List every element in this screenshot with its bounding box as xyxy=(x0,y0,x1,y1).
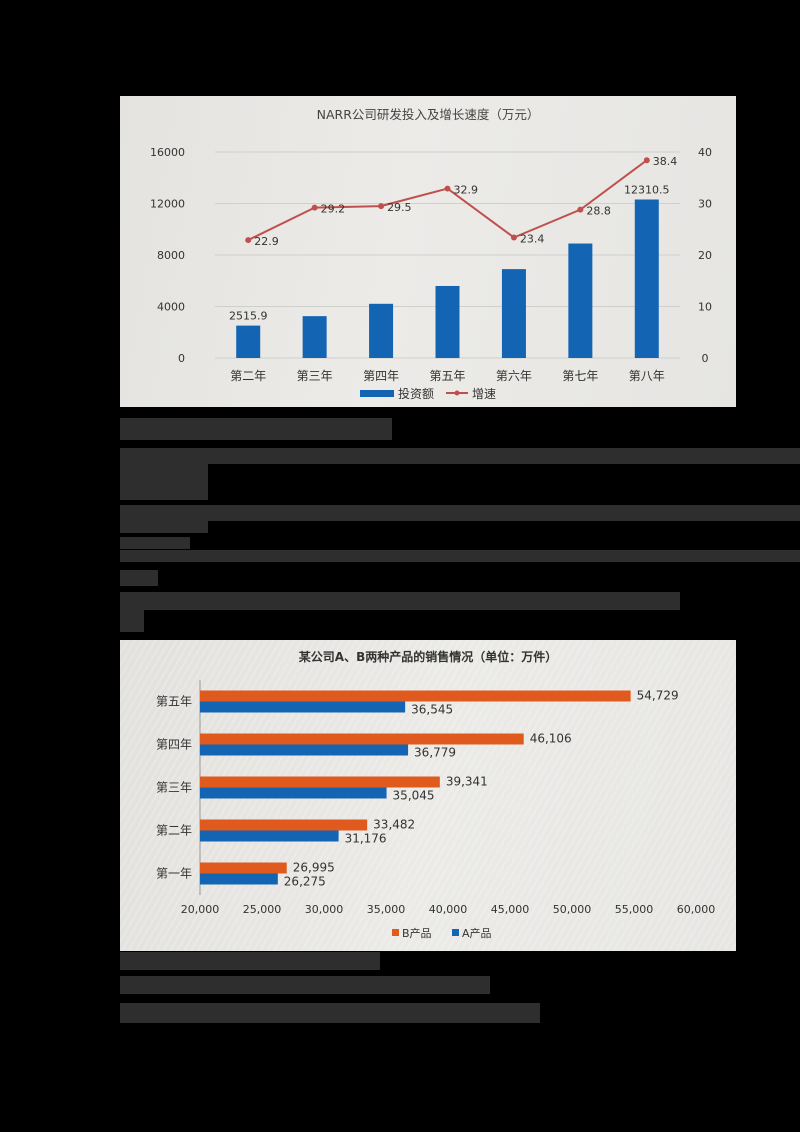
bar-a-label: 31,176 xyxy=(345,832,387,846)
x-tick: 35,000 xyxy=(367,903,406,916)
bar-product-b xyxy=(200,862,287,874)
y-right-tick: 40 xyxy=(698,146,712,159)
chart2-title: 某公司A、B两种产品的销售情况（单位：万件） xyxy=(298,650,558,664)
x-tick: 45,000 xyxy=(491,903,530,916)
bar-b-label: 26,995 xyxy=(293,861,335,875)
bar-investment xyxy=(634,199,659,358)
category-label: 第四年 xyxy=(156,738,192,752)
bar-investment xyxy=(236,325,261,358)
growth-label: 32.9 xyxy=(454,184,479,197)
growth-label: 22.9 xyxy=(254,235,279,248)
legend-line-label: 增速 xyxy=(472,387,496,401)
y-left-tick: 0 xyxy=(178,352,185,365)
y-left-tick: 16000 xyxy=(150,146,185,159)
bar-label: 12310.5 xyxy=(624,184,670,197)
growth-label: 23.4 xyxy=(520,232,545,245)
bar-product-b xyxy=(200,733,524,745)
y-left-tick: 12000 xyxy=(150,198,185,211)
x-tick: 55,000 xyxy=(615,903,654,916)
bar-investment xyxy=(501,269,526,358)
growth-label: 28.8 xyxy=(586,205,611,218)
bar-label: 2515.9 xyxy=(229,310,268,323)
category-label: 第八年 xyxy=(629,369,665,383)
product-sales-chart: 某公司A、B两种产品的销售情况（单位：万件） 20,000 25,000 30,00… xyxy=(120,640,736,951)
legend-b-swatch xyxy=(392,929,399,936)
growth-point xyxy=(245,237,252,244)
legend-a-swatch xyxy=(452,929,459,936)
bar-a-label: 36,545 xyxy=(411,703,453,717)
category-label: 第六年 xyxy=(496,369,532,383)
y-right-tick: 10 xyxy=(698,301,712,314)
bar-product-a xyxy=(200,701,406,713)
legend-bar-swatch xyxy=(360,390,394,397)
growth-point xyxy=(577,206,584,213)
growth-point xyxy=(378,203,385,210)
x-tick: 60,000 xyxy=(677,903,716,916)
bar-a-label: 36,779 xyxy=(414,746,456,760)
category-label: 第二年 xyxy=(230,369,266,383)
x-tick: 25,000 xyxy=(243,903,282,916)
bar-investment xyxy=(568,243,593,358)
y-left-tick: 4000 xyxy=(157,301,185,314)
bar-b-label: 39,341 xyxy=(446,775,488,789)
growth-point xyxy=(643,157,650,164)
bar-a-label: 35,045 xyxy=(393,789,435,803)
growth-point xyxy=(444,185,451,192)
y-right-tick: 30 xyxy=(698,198,712,211)
category-label: 第一年 xyxy=(156,867,192,881)
bar-product-a xyxy=(200,744,409,756)
legend-b-label: B产品 xyxy=(402,926,432,940)
growth-label: 29.2 xyxy=(321,203,346,216)
y-right-tick: 20 xyxy=(698,249,712,262)
bar-investment xyxy=(302,316,327,358)
bar-investment xyxy=(369,303,394,358)
y-left-tick: 8000 xyxy=(157,249,185,262)
category-label: 第七年 xyxy=(562,369,598,383)
legend-line-marker xyxy=(454,390,460,396)
rd-investment-chart: NARR公司研发投入及增长速度（万元） 0 4000 8000 12000 16000 0… xyxy=(120,96,736,407)
y-right-tick: 0 xyxy=(702,352,709,365)
chart2-plot: 20,000 25,000 30,000 35,000 40,000 45,000 50,0… xyxy=(156,680,716,940)
category-label: 第三年 xyxy=(297,369,333,383)
growth-label: 29.5 xyxy=(387,201,412,214)
bar-product-a xyxy=(200,873,278,885)
category-label: 第二年 xyxy=(156,824,192,838)
growth-point xyxy=(311,204,318,211)
legend-a-label: A产品 xyxy=(462,926,492,940)
x-tick: 40,000 xyxy=(429,903,468,916)
bar-b-label: 46,106 xyxy=(530,732,572,746)
x-tick: 50,000 xyxy=(553,903,592,916)
bar-b-label: 54,729 xyxy=(637,689,679,703)
category-label: 第五年 xyxy=(429,369,465,383)
x-tick: 20,000 xyxy=(181,903,220,916)
growth-label: 38.4 xyxy=(653,155,678,168)
growth-point xyxy=(510,234,517,241)
bar-product-b xyxy=(200,776,440,788)
category-label: 第四年 xyxy=(363,369,399,383)
x-tick: 30,000 xyxy=(305,903,344,916)
growth-line xyxy=(247,159,648,241)
category-label: 第五年 xyxy=(156,695,192,709)
chart1-plot: 0 4000 8000 12000 16000 0 10 20 30 40 2515.9 第二年 第三年… xyxy=(150,146,712,401)
chart1-title: NARR公司研发投入及增长速度（万元） xyxy=(316,107,540,122)
category-label: 第三年 xyxy=(156,781,192,795)
bar-investment xyxy=(435,285,460,358)
bar-product-b xyxy=(200,690,631,702)
bar-b-label: 33,482 xyxy=(373,818,415,832)
bar-product-a xyxy=(200,830,339,842)
bar-product-a xyxy=(200,787,387,799)
legend-bar-label: 投资额 xyxy=(398,386,434,401)
bar-a-label: 26,275 xyxy=(284,875,326,889)
bar-product-b xyxy=(200,819,368,831)
